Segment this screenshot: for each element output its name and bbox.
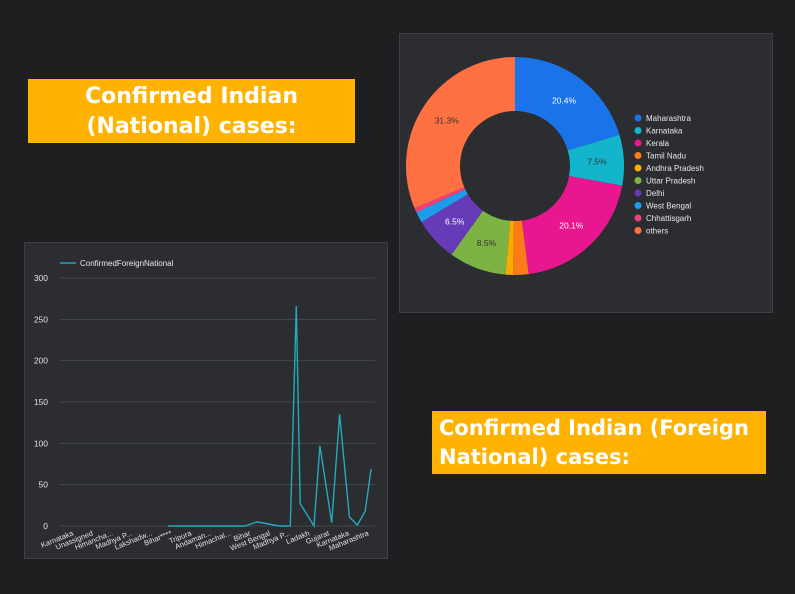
y-tick-label: 300 <box>34 273 48 283</box>
donut-chart-panel: 20.4% 7.5% 20.1% 8.5% 6.5% 31.3% Maharashtra Ka… <box>399 33 773 313</box>
legend-marker <box>634 202 642 209</box>
legend-marker <box>634 114 642 122</box>
donut-slice-chhattisgarh[interactable] <box>414 187 466 213</box>
legend-label[interactable]: Delhi <box>646 189 664 198</box>
legend-marker <box>634 177 642 184</box>
legend-marker <box>634 139 642 147</box>
foreign-title-line1: Confirmed Indian (Foreign <box>439 416 749 440</box>
y-tick-label: 50 <box>39 480 49 490</box>
donut-slice-delhi[interactable] <box>421 194 483 255</box>
national-title-line1: Confirmed Indian <box>85 84 298 109</box>
donut-slice-maharashtra[interactable] <box>515 57 620 151</box>
donut-slice-label: 6.5% <box>445 217 465 227</box>
legend-label[interactable]: Kerala <box>646 139 670 148</box>
donut-slice-label: 7.5% <box>587 157 607 167</box>
donut-slice-andhra-pradesh[interactable] <box>505 220 514 275</box>
line-chart: 050100150200250300KarnatakaUnassignedHim… <box>34 259 375 553</box>
foreign-cases-title: Confirmed Indian (Foreign National) case… <box>432 411 766 474</box>
legend-marker <box>634 164 642 172</box>
donut-slice-kerala[interactable] <box>521 175 623 275</box>
legend-marker <box>634 227 642 234</box>
legend-marker <box>634 127 642 134</box>
donut-slice-others[interactable] <box>406 57 515 209</box>
legend-label[interactable]: Uttar Pradesh <box>646 177 695 186</box>
y-tick-label: 150 <box>34 397 48 407</box>
line-chart-panel: 0 50 100 150 200 250 300 Karnataka Unassigned Him… <box>24 242 388 559</box>
legend-label[interactable]: Chhattisgarh <box>646 214 691 223</box>
national-title-line2: (National) cases: <box>86 114 297 139</box>
donut-slice-label: 31.3% <box>435 116 460 126</box>
legend-marker <box>634 152 642 159</box>
legend-label[interactable]: Andhra Pradesh <box>646 164 704 173</box>
donut-slice-label: 20.1% <box>559 221 584 231</box>
donut-slice-tamil-nadu[interactable] <box>512 220 529 275</box>
legend-label[interactable]: others <box>646 227 668 236</box>
donut-slice-west-bengal[interactable] <box>416 189 468 223</box>
legend-label[interactable]: Tamil Nadu <box>646 152 686 161</box>
legend-marker <box>634 189 642 197</box>
y-tick-label: 250 <box>34 314 48 324</box>
donut-slice-karnataka[interactable] <box>567 134 624 186</box>
legend-label[interactable]: West Bengal <box>646 202 691 211</box>
y-tick-label: 100 <box>34 438 48 448</box>
donut-slice-label: 20.4% <box>552 95 577 105</box>
donut-slice-label: 8.5% <box>477 238 497 248</box>
legend-label[interactable]: Maharashtra <box>646 114 691 123</box>
series-line-confirmed-foreign-national[interactable] <box>168 306 372 529</box>
national-cases-title: Confirmed Indian (National) cases: <box>28 79 355 143</box>
legend-marker <box>634 214 642 222</box>
foreign-title-line2: National) cases: <box>439 445 630 469</box>
y-tick-label: 0 <box>43 521 48 531</box>
donut-chart: 20.4% 7.5% 20.1% 8.5% 6.5% 31.3% Maharashtra Ka… <box>406 57 704 275</box>
y-tick-label: 200 <box>34 356 48 366</box>
donut-slice-uttar-pradesh[interactable] <box>451 210 511 275</box>
legend-label[interactable]: Karnataka <box>646 127 683 136</box>
legend-label[interactable]: ConfirmedForeignNational <box>80 259 174 268</box>
